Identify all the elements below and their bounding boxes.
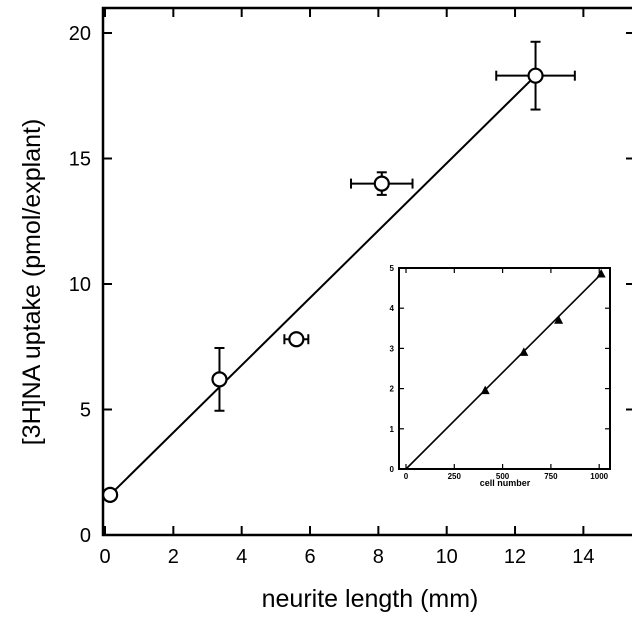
y-tick-label: 20 xyxy=(69,23,91,45)
data-point xyxy=(102,486,119,503)
x-axis-title: neurite length (mm) xyxy=(262,585,479,613)
inset-data-point xyxy=(519,347,529,356)
inset-y-tick-label: 4 xyxy=(390,304,395,313)
x-tick-label: 14 xyxy=(572,546,594,568)
fit-line xyxy=(109,74,537,496)
inset-fit-line xyxy=(405,273,602,470)
inset-data-point xyxy=(480,385,490,395)
x-tick-label: 2 xyxy=(168,546,179,568)
y-tick-label: 10 xyxy=(69,274,91,296)
inset-x-axis-title: cell number xyxy=(480,478,531,488)
inset-data-point xyxy=(554,315,564,324)
inset-y-tick-label: 1 xyxy=(390,425,395,434)
y-axis-title: [3H]NA uptake (pmol/explant) xyxy=(18,119,46,446)
x-tick-label: 6 xyxy=(304,546,315,568)
y-tick-label: 15 xyxy=(69,149,91,171)
y-tick-label: 5 xyxy=(80,400,91,422)
inset-y-tick-label: 0 xyxy=(390,465,395,474)
data-point xyxy=(211,371,228,388)
x-tick-label: 4 xyxy=(236,546,247,568)
inset-frame xyxy=(398,267,611,470)
y-tick-label: 0 xyxy=(80,525,91,547)
plot-frame xyxy=(101,6,632,537)
inset-plot: 0 250 500 750 1000 0 1 2 3 4 5 xyxy=(390,264,611,481)
inset-y-tick-label: 3 xyxy=(390,344,395,353)
x-tick-label: 10 xyxy=(436,546,458,568)
x-tick-label: 0 xyxy=(99,546,110,568)
inset-x-tick-label: 750 xyxy=(544,472,558,481)
x-tick-label: 12 xyxy=(504,546,526,568)
inset-y-tick-label: 5 xyxy=(390,264,395,273)
inset-data-point xyxy=(596,269,606,278)
inset-x-tick-label: 500 xyxy=(496,472,510,481)
inset-y-tick-label: 2 xyxy=(390,385,395,394)
inset-x-tick-label: 250 xyxy=(448,472,462,481)
data-point xyxy=(288,331,305,348)
x-tick-label: 8 xyxy=(373,546,384,568)
inset-x-tick-label: 0 xyxy=(404,472,409,481)
data-point xyxy=(373,175,390,192)
inset-x-tick-label: 1000 xyxy=(590,472,608,481)
data-point xyxy=(527,67,544,84)
